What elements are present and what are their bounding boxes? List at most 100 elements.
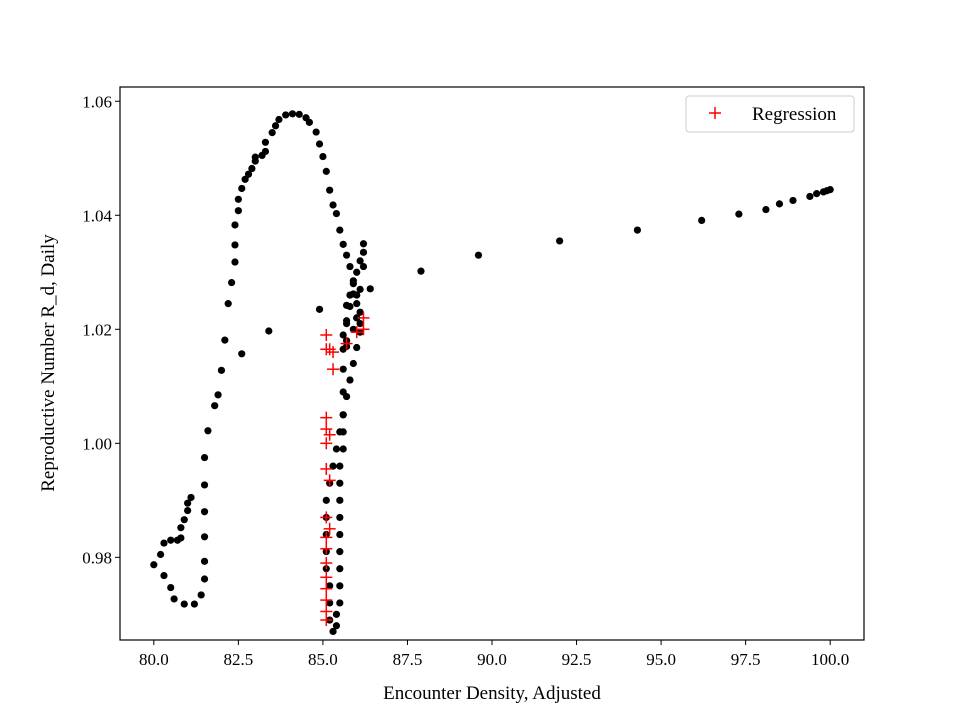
- regression-point: [320, 437, 333, 450]
- data-point: [336, 428, 344, 436]
- data-point: [332, 209, 341, 218]
- data-point: [353, 314, 361, 322]
- data-point: [315, 305, 324, 313]
- data-point: [349, 280, 357, 288]
- data-point: [275, 115, 283, 124]
- data-point: [214, 391, 222, 399]
- data-point: [177, 534, 185, 542]
- x-tick-label: 100.0: [811, 650, 849, 669]
- data-point: [332, 445, 341, 453]
- data-point: [238, 184, 246, 193]
- data-point: [336, 582, 344, 590]
- data-point: [336, 548, 344, 556]
- regression-point: [327, 363, 340, 376]
- data-point: [356, 257, 364, 265]
- data-point: [326, 582, 334, 590]
- data-point: [813, 190, 821, 198]
- y-axis-label: Reproductive Number R_d, Daily: [38, 234, 59, 492]
- data-point: [200, 481, 209, 489]
- data-point: [228, 278, 236, 287]
- data-point: [184, 499, 192, 507]
- data-point: [336, 599, 344, 607]
- data-point: [353, 300, 361, 308]
- regression-point: [350, 326, 363, 339]
- data-point: [336, 462, 344, 470]
- x-tick-label: 90.0: [477, 650, 507, 669]
- x-axis-label: Encounter Density, Adjusted: [383, 683, 601, 704]
- data-point: [356, 285, 364, 293]
- data-point: [305, 118, 313, 126]
- data-point: [366, 285, 374, 293]
- regression-point: [323, 474, 336, 487]
- data-point: [231, 241, 239, 249]
- data-point: [288, 110, 297, 118]
- data-point: [336, 226, 344, 234]
- data-point: [197, 591, 205, 599]
- x-tick-label: 87.5: [393, 650, 423, 669]
- data-point: [224, 300, 232, 308]
- data-point: [349, 325, 357, 333]
- y-tick-label: 1.06: [82, 92, 112, 111]
- data-point: [180, 516, 188, 524]
- data-point: [160, 539, 168, 547]
- data-point: [251, 153, 259, 161]
- data-point: [221, 336, 229, 344]
- data-point: [698, 216, 706, 225]
- data-point: [315, 140, 324, 148]
- data-point: [806, 192, 814, 201]
- y-tick-label: 1.04: [82, 206, 112, 225]
- data-point: [336, 496, 344, 504]
- data-point: [244, 170, 253, 178]
- regression-point: [320, 531, 333, 544]
- data-point: [167, 583, 175, 592]
- data-point: [339, 331, 347, 339]
- data-point: [346, 376, 354, 384]
- data-point: [322, 167, 330, 175]
- legend-marker-plus-icon: [709, 107, 721, 119]
- data-point: [356, 319, 364, 328]
- regression-point: [327, 346, 340, 359]
- x-tick-label: 82.5: [223, 650, 253, 669]
- y-tick-label: 0.98: [82, 548, 112, 567]
- x-tick-label: 95.0: [646, 650, 676, 669]
- data-point: [339, 388, 347, 396]
- x-tick-label: 80.0: [139, 650, 169, 669]
- legend-label-regression: Regression: [752, 104, 837, 125]
- data-point: [200, 508, 209, 516]
- data-point: [339, 345, 347, 353]
- data-point: [789, 196, 797, 205]
- data-point: [177, 524, 185, 532]
- data-point: [265, 327, 273, 335]
- data-point: [326, 186, 334, 194]
- data-point: [261, 138, 270, 146]
- data-point: [241, 175, 249, 183]
- data-point: [156, 550, 165, 559]
- data-point: [322, 496, 330, 504]
- regression-point: [320, 614, 333, 627]
- data-point: [775, 200, 784, 208]
- data-point: [200, 575, 209, 583]
- data-point: [356, 308, 364, 316]
- data-point: [282, 111, 290, 119]
- data-point: [339, 240, 347, 248]
- data-point: [336, 513, 344, 522]
- data-point: [417, 267, 425, 275]
- data-point: [200, 533, 209, 541]
- data-point: [150, 561, 158, 569]
- regression-point: [320, 423, 333, 436]
- data-point: [346, 262, 354, 271]
- data-point: [190, 600, 198, 608]
- data-point: [735, 210, 743, 218]
- data-point: [826, 186, 834, 194]
- regression-point: [323, 522, 336, 535]
- data-point: [353, 343, 361, 352]
- data-point: [339, 411, 347, 419]
- plot-area: [119, 86, 865, 641]
- data-point: [336, 565, 344, 573]
- regression-point: [320, 542, 333, 555]
- data-point: [231, 221, 239, 229]
- regression-point: [357, 311, 370, 324]
- x-tick-label: 85.0: [308, 650, 338, 669]
- data-point: [329, 462, 337, 470]
